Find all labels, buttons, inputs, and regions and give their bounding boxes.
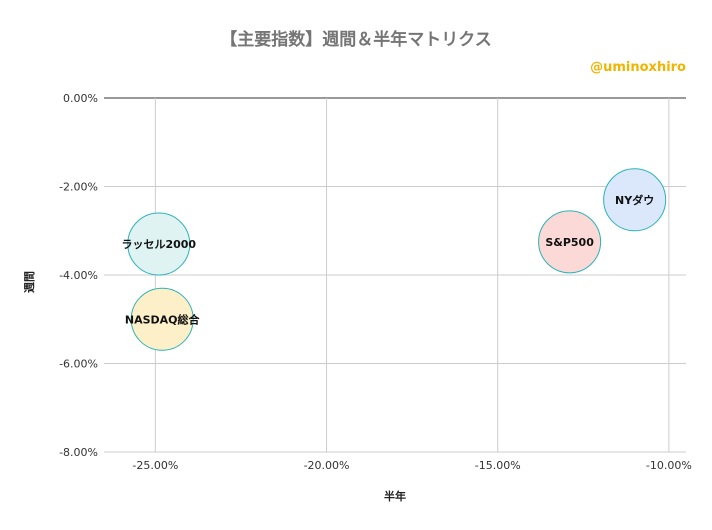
axis-ticks: 0.00% -2.00% -4.00% -6.00% -8.00% -25.00% -20.… xyxy=(59,92,692,472)
x-axis-title: 半年 xyxy=(384,489,406,503)
y-axis-title: 週間 xyxy=(22,271,36,293)
chart-title: 【主要指数】週間＆半年マトリクス xyxy=(220,29,492,50)
bubbles: NYダウ S&P500 ラッセル2000 NASDAQ総合 xyxy=(121,168,667,351)
bubble xyxy=(603,168,667,232)
y-tick-label: -4.00% xyxy=(59,269,98,282)
bubble-label: S&P500 xyxy=(545,236,594,249)
credit-label: @uminoxhiro xyxy=(590,60,686,75)
bubble xyxy=(538,210,602,274)
y-tick-label: -8.00% xyxy=(59,446,98,459)
x-tick-label: -25.00% xyxy=(132,459,178,472)
y-tick-label: -2.00% xyxy=(59,181,98,194)
bubble-label: NASDAQ総合 xyxy=(125,312,201,326)
x-tick-label: -15.00% xyxy=(475,459,521,472)
bubble xyxy=(130,287,194,351)
y-tick-label: 0.00% xyxy=(63,92,98,105)
x-tick-label: -10.00% xyxy=(646,459,692,472)
bubble xyxy=(127,212,191,276)
grid xyxy=(104,97,686,453)
bubble-label: ラッセル2000 xyxy=(121,238,196,251)
x-tick-label: -20.00% xyxy=(304,459,350,472)
bubble-label: NYダウ xyxy=(615,193,654,207)
y-tick-label: -6.00% xyxy=(59,358,98,371)
